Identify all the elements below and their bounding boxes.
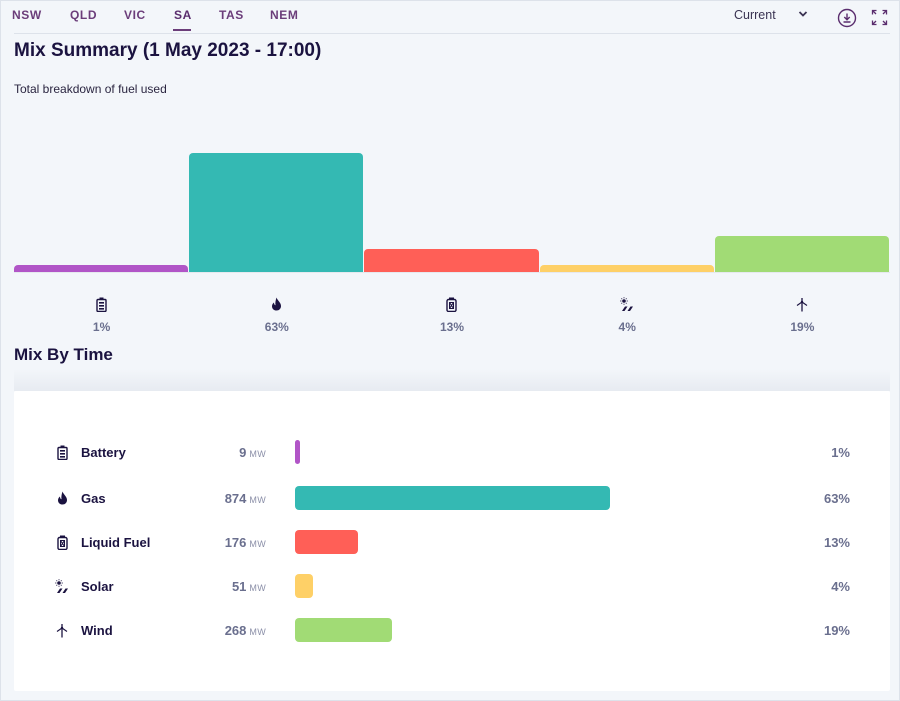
time-select[interactable]: Current xyxy=(734,8,814,26)
summary-percent: 63% xyxy=(264,320,289,334)
fuel-mw-value: 874 xyxy=(224,491,247,506)
tab-tas[interactable]: TAS xyxy=(219,8,244,22)
fuel-mw-value: 176 xyxy=(224,535,247,550)
mix-bar-wind[interactable] xyxy=(295,618,392,642)
fuel-name: Gas xyxy=(81,491,106,506)
fuel-mw: 51 MW xyxy=(232,579,266,594)
summary-percent: 1% xyxy=(92,320,111,334)
summary-item-liquid-fuel: 13% xyxy=(364,295,539,334)
fuel-mw: 176 MW xyxy=(225,535,266,550)
summary-percent: 19% xyxy=(790,320,815,334)
summary-item-wind: 19% xyxy=(715,295,890,334)
summary-bar-wind[interactable] xyxy=(714,236,889,273)
fuel-mw-unit: MW xyxy=(249,583,266,593)
fuel-mw-value: 268 xyxy=(224,623,247,638)
summary-percent: 4% xyxy=(618,320,636,334)
fuel-mw-unit: MW xyxy=(249,495,266,505)
tab-qld[interactable]: QLD xyxy=(70,8,98,22)
tab-nem[interactable]: NEM xyxy=(270,8,299,22)
summary-bar-battery[interactable] xyxy=(14,265,189,273)
mix-bar-gas[interactable] xyxy=(295,486,610,510)
fuel-mw-unit: MW xyxy=(249,539,266,549)
mix-row-liquid-fuel: Liquid Fuel 176 MW 13% xyxy=(14,529,890,555)
summary-bar-gas[interactable] xyxy=(189,153,364,273)
section-shadow xyxy=(14,369,890,391)
solar-icon xyxy=(54,577,70,595)
mix-bar-solar[interactable] xyxy=(295,574,314,598)
fuel-name: Battery xyxy=(81,445,126,460)
fullscreen-button[interactable] xyxy=(871,9,888,26)
tab-sa[interactable]: SA xyxy=(174,8,192,22)
mix-row-gas: Gas 874 MW 63% xyxy=(14,485,890,511)
nav-divider xyxy=(14,33,890,34)
fuel-name: Wind xyxy=(81,623,113,638)
summary-item-solar: 4% xyxy=(540,295,715,334)
region-nav: NSW QLD VIC SA TAS NEM Current xyxy=(1,1,900,34)
mix-row-solar: Solar 51 MW 4% xyxy=(14,573,890,599)
tab-nsw[interactable]: NSW xyxy=(12,8,42,22)
expand-icon xyxy=(871,9,888,26)
fuel-percent: 13% xyxy=(823,535,850,550)
download-button[interactable] xyxy=(837,8,857,28)
mix-bar-liquid-fuel[interactable] xyxy=(295,530,359,554)
fuel-name: Liquid Fuel xyxy=(81,535,151,550)
summary-bar-solar[interactable] xyxy=(539,265,714,273)
mix-summary-chart xyxy=(14,101,890,273)
summary-item-battery: 1% xyxy=(14,295,189,334)
fuel-mw: 9 MW xyxy=(239,445,266,460)
fuel-percent: 19% xyxy=(823,623,850,638)
chart-baseline xyxy=(14,272,890,273)
solar-icon xyxy=(540,295,715,313)
fuel-can-icon xyxy=(54,533,70,551)
page-title: Mix Summary (1 May 2023 - 17:00) xyxy=(14,40,322,61)
fuel-can-icon xyxy=(364,295,539,313)
fuel-percent: 63% xyxy=(823,491,850,506)
time-select-value: Current xyxy=(734,8,776,22)
fuel-mw-value: 51 xyxy=(231,579,247,594)
fuel-percent: 4% xyxy=(831,579,850,594)
mix-row-wind: Wind 268 MW 19% xyxy=(14,617,890,643)
active-tab-indicator xyxy=(173,29,191,31)
wind-turbine-icon xyxy=(54,621,70,639)
summary-percent: 13% xyxy=(439,320,464,334)
summary-bar-liquid-fuel[interactable] xyxy=(364,248,539,273)
flame-icon xyxy=(189,295,364,313)
fuel-mw: 268 MW xyxy=(225,623,266,638)
fuel-mw-unit: MW xyxy=(249,449,266,459)
battery-icon xyxy=(14,295,189,313)
wind-turbine-icon xyxy=(715,295,890,313)
fuel-mw: 874 MW xyxy=(225,491,266,506)
chevron-down-icon xyxy=(798,11,808,17)
tab-vic[interactable]: VIC xyxy=(124,8,146,22)
fuel-mw-value: 9 xyxy=(239,445,247,460)
mix-row-battery: Battery 9 MW 1% xyxy=(14,439,890,465)
mix-by-time-card: Battery 9 MW 1% Gas 874 MW 63% Liquid Fuel 176 MW 1… xyxy=(14,391,890,691)
summary-item-gas: 63% xyxy=(189,295,364,334)
mix-bar-battery[interactable] xyxy=(295,440,300,464)
page-subtitle: Total breakdown of fuel used xyxy=(14,82,167,96)
flame-icon xyxy=(54,489,70,507)
fuel-name: Solar xyxy=(81,579,114,594)
download-icon xyxy=(837,8,857,28)
fuel-mw-unit: MW xyxy=(249,627,266,637)
fuel-percent: 1% xyxy=(831,445,850,460)
section-title: Mix By Time xyxy=(14,345,113,364)
battery-icon xyxy=(54,443,70,461)
